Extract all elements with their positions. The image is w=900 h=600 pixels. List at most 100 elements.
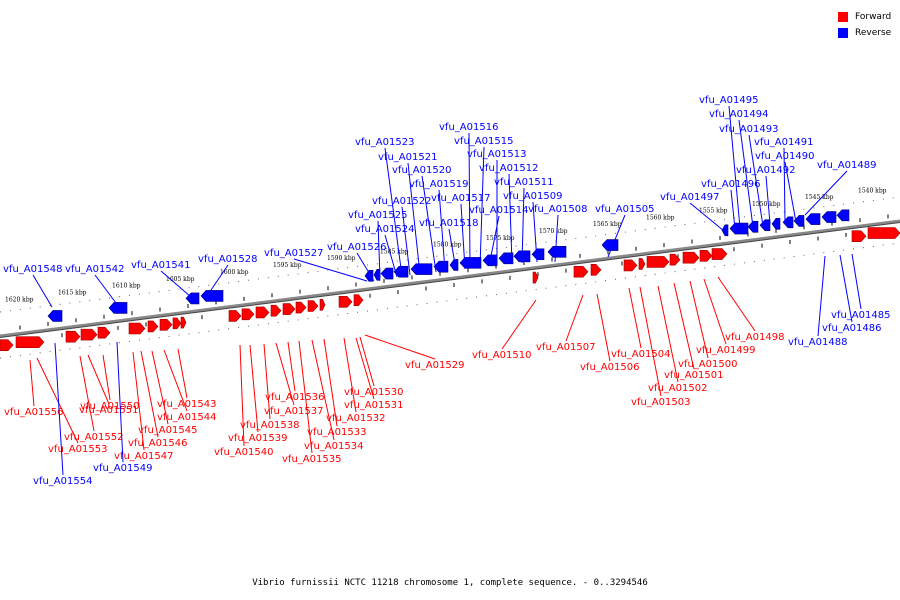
reverse-gene-label: vfu_A01554 (33, 476, 92, 487)
reverse-gene-label: vfu_A01516 (439, 122, 498, 133)
reverse-gene-label: vfu_A01492 (736, 165, 795, 176)
forward-gene-arrow (128, 322, 146, 335)
forward-gene-label: vfu_A01538 (240, 420, 299, 431)
reverse-gene-label: vfu_A01495 (699, 95, 758, 106)
chromosome-backbone (0, 219, 900, 338)
reverse-gene-label-leader (208, 264, 229, 294)
scale-tick-label: 1565 kbp (593, 221, 622, 228)
scale-tick-label: 1575 kbp (486, 235, 515, 242)
forward-gene-arrow (532, 271, 539, 284)
forward-gene-arrow (295, 301, 307, 314)
reverse-gene-label-leader (54, 342, 64, 476)
reverse-gene-label-leader (554, 214, 559, 263)
reverse-gene-label-leader (479, 146, 485, 268)
scale-tick-label: 1585 kbp (380, 248, 409, 255)
forward-gene-label-leader (36, 357, 79, 444)
reverse-gene-label: vfu_A01522 (372, 196, 431, 207)
forward-gene-label: vfu_A01501 (664, 370, 723, 381)
forward-gene-label: vfu_A01540 (214, 447, 273, 458)
reverse-gene-label-leader (438, 189, 446, 272)
reverse-gene-label: vfu_A01512 (479, 163, 538, 174)
forward-gene-arrow (338, 296, 353, 308)
reverse-gene-arrow (498, 252, 514, 265)
reverse-gene-arrow (821, 211, 837, 223)
reverse-gene-label: vfu_A01494 (709, 109, 768, 120)
reverse-gene-arrow (782, 216, 794, 229)
reverse-gene-label: vfu_A01528 (198, 254, 257, 265)
forward-gene-label-leader (275, 342, 295, 406)
forward-gene-label-leader (639, 286, 662, 397)
reverse-gene-arrow (836, 209, 850, 222)
scale-tick-label: 1595 kbp (273, 262, 302, 269)
forward-gene-arrow (15, 336, 45, 348)
forward-gene-label: vfu_A01531 (344, 400, 403, 411)
reverse-gene-label-leader (738, 119, 754, 228)
reverse-track-guide (0, 196, 900, 313)
reverse-gene-arrow (771, 218, 781, 230)
reverse-gene-label-leader (689, 202, 725, 232)
scale-tick-label: 1540 kbp (858, 187, 887, 194)
forward-gene-label: vfu_A01507 (536, 342, 595, 353)
forward-gene-arrow (353, 294, 364, 306)
forward-gene-label-leader (364, 334, 436, 360)
forward-gene-arrow (711, 248, 728, 260)
forward-gene-label: vfu_A01500 (678, 359, 737, 370)
reverse-gene-label: vfu_A01521 (378, 152, 437, 163)
chromosome-backbone-shadow (0, 221, 900, 338)
forward-gene-arrow (270, 304, 282, 317)
reverse-gene-label-leader (532, 201, 538, 263)
forward-gene-label: vfu_A01533 (307, 427, 366, 438)
forward-gene-label: vfu_A01536 (265, 392, 324, 403)
reverse-gene-arrow (759, 219, 771, 232)
reverse-gene-label-leader (730, 189, 736, 230)
forward-gene-arrow (180, 316, 187, 329)
forward-gene-label-leader (132, 351, 145, 451)
reverse-gene-label-leader (401, 206, 411, 276)
reverse-gene-arrow (729, 222, 749, 235)
reverse-gene-arrow (410, 263, 433, 275)
reverse-gene-label-leader (839, 254, 853, 323)
reverse-gene-label-leader (783, 147, 786, 224)
reverse-gene-arrow (601, 239, 619, 251)
forward-gene-label: vfu_A01543 (157, 399, 216, 410)
reverse-gene-label-leader (851, 253, 862, 310)
reverse-gene-label-leader (468, 132, 471, 269)
reverse-gene-label: vfu_A01505 (595, 204, 654, 215)
forward-gene-arrow (172, 317, 182, 330)
reverse-gene-arrow (108, 302, 128, 314)
reverse-gene-label-leader (728, 105, 741, 229)
legend-swatch-forward (838, 12, 848, 22)
reverse-gene-label-leader (160, 270, 192, 298)
forward-gene-arrow (682, 251, 700, 264)
forward-gene-label: vfu_A01550 (80, 401, 139, 412)
forward-gene-label-leader (717, 276, 756, 332)
reverse-gene-label: vfu_A01486 (822, 323, 881, 334)
forward-gene-label-leader (79, 355, 95, 432)
forward-gene-arrow (307, 300, 319, 312)
forward-gene-label-leader (689, 280, 709, 359)
forward-gene-label-leader (263, 343, 271, 420)
reverse-gene-label: vfu_A01527 (264, 248, 323, 259)
forward-gene-label-leader (673, 282, 695, 370)
forward-gene-label-leader (565, 294, 584, 342)
forward-gene-label: vfu_A01532 (326, 413, 385, 424)
reverse-gene-label: vfu_A01519 (409, 179, 468, 190)
forward-gene-label: vfu_A01547 (114, 451, 173, 462)
reverse-gene-arrow (373, 269, 381, 281)
forward-gene-label: vfu_A01529 (405, 360, 464, 371)
forward-gene-label-leader (311, 339, 335, 441)
legend-swatch-reverse (838, 28, 848, 38)
forward-gene-label: vfu_A01553 (48, 444, 107, 455)
reverse-gene-arrow (47, 310, 63, 322)
reverse-gene-label-leader (448, 228, 457, 271)
forward-gene-arrow (623, 259, 638, 272)
reverse-gene-label: vfu_A01508 (528, 204, 587, 215)
forward-gene-arrow (228, 310, 242, 322)
reverse-gene-label-leader (32, 274, 53, 308)
reverse-gene-label-leader (817, 255, 826, 337)
forward-gene-label: vfu_A01499 (696, 345, 755, 356)
reverse-gene-arrow (200, 290, 224, 302)
forward-gene-arrow (282, 303, 296, 315)
reverse-gene-arrow (547, 246, 567, 258)
